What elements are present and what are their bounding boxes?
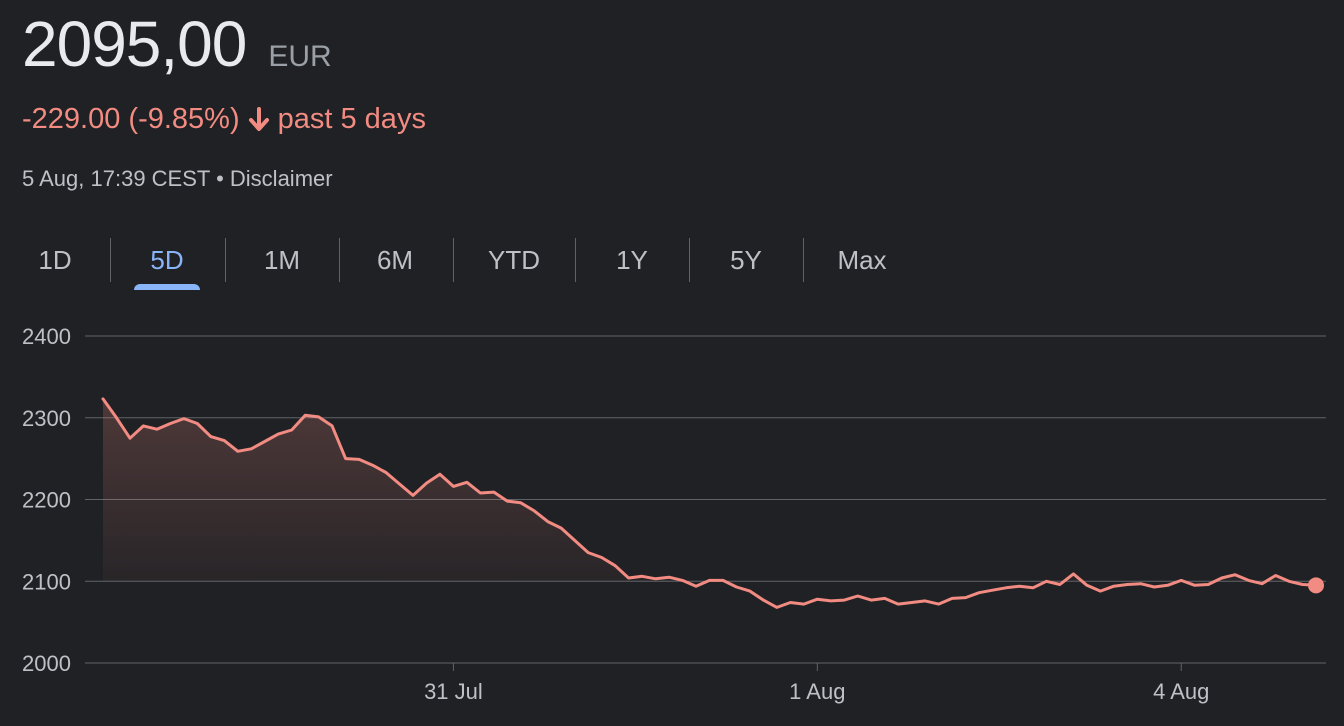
x-tick-label: 1 Aug bbox=[789, 679, 845, 704]
x-tick-label: 4 Aug bbox=[1153, 679, 1209, 704]
active-tab-indicator bbox=[134, 284, 200, 290]
tab-label: 1Y bbox=[616, 244, 648, 275]
tab-label: 1D bbox=[38, 244, 72, 275]
tab-divider bbox=[689, 238, 690, 282]
tab-6m[interactable]: 6M bbox=[362, 236, 428, 284]
last-price-dot bbox=[1308, 577, 1324, 594]
tab-5y[interactable]: 5Y bbox=[713, 236, 779, 284]
x-tick-label: 31 Jul bbox=[424, 679, 483, 704]
price-change: -229.00 (-9.85%) past 5 days bbox=[22, 103, 426, 136]
tab-max[interactable]: Max bbox=[826, 236, 898, 284]
tab-1d[interactable]: 1D bbox=[22, 236, 88, 284]
y-tick-label: 2000 bbox=[22, 651, 71, 676]
tab-label: YTD bbox=[488, 244, 540, 275]
y-tick-label: 2100 bbox=[22, 569, 71, 594]
range-tabs: 1D 5D 1M 6M YTD 1Y 5Y Max bbox=[0, 236, 930, 292]
tab-label: 1M bbox=[263, 244, 301, 275]
tab-ytd[interactable]: YTD bbox=[474, 236, 554, 284]
current-price: 2095,00 bbox=[22, 8, 247, 80]
y-tick-label: 2400 bbox=[22, 324, 71, 349]
timestamp-row: 5 Aug, 17:39 CEST • Disclaimer bbox=[22, 166, 333, 192]
currency-code: EUR bbox=[268, 40, 332, 73]
change-value: -229.00 (-9.85%) bbox=[22, 103, 240, 135]
separator-dot: • bbox=[216, 166, 224, 191]
disclaimer-link[interactable]: Disclaimer bbox=[229, 166, 333, 191]
tab-divider bbox=[803, 238, 804, 282]
tab-1m[interactable]: 1M bbox=[249, 236, 315, 284]
y-tick-label: 2200 bbox=[22, 488, 71, 513]
tab-divider bbox=[110, 238, 111, 282]
y-tick-label: 2300 bbox=[22, 406, 71, 431]
tab-label: Max bbox=[837, 244, 887, 275]
tab-5d[interactable]: 5D bbox=[134, 236, 200, 290]
tab-divider bbox=[225, 238, 226, 282]
tab-label: 6M bbox=[376, 244, 414, 275]
tab-1y[interactable]: 1Y bbox=[599, 236, 665, 284]
arrow-down-icon bbox=[248, 106, 269, 131]
timestamp: 5 Aug, 17:39 CEST bbox=[22, 166, 210, 191]
price-row: 2095,00 EUR bbox=[22, 8, 332, 80]
price-line bbox=[101, 397, 1318, 609]
quote-header: 2095,00 EUR bbox=[22, 8, 332, 80]
tab-divider bbox=[453, 238, 454, 282]
tab-label: 5D bbox=[150, 244, 184, 275]
change-period: past 5 days bbox=[277, 103, 426, 135]
tab-divider bbox=[575, 238, 576, 282]
tab-divider bbox=[339, 238, 340, 282]
tab-label: 5Y bbox=[730, 244, 762, 275]
area-fill bbox=[103, 398, 1316, 582]
